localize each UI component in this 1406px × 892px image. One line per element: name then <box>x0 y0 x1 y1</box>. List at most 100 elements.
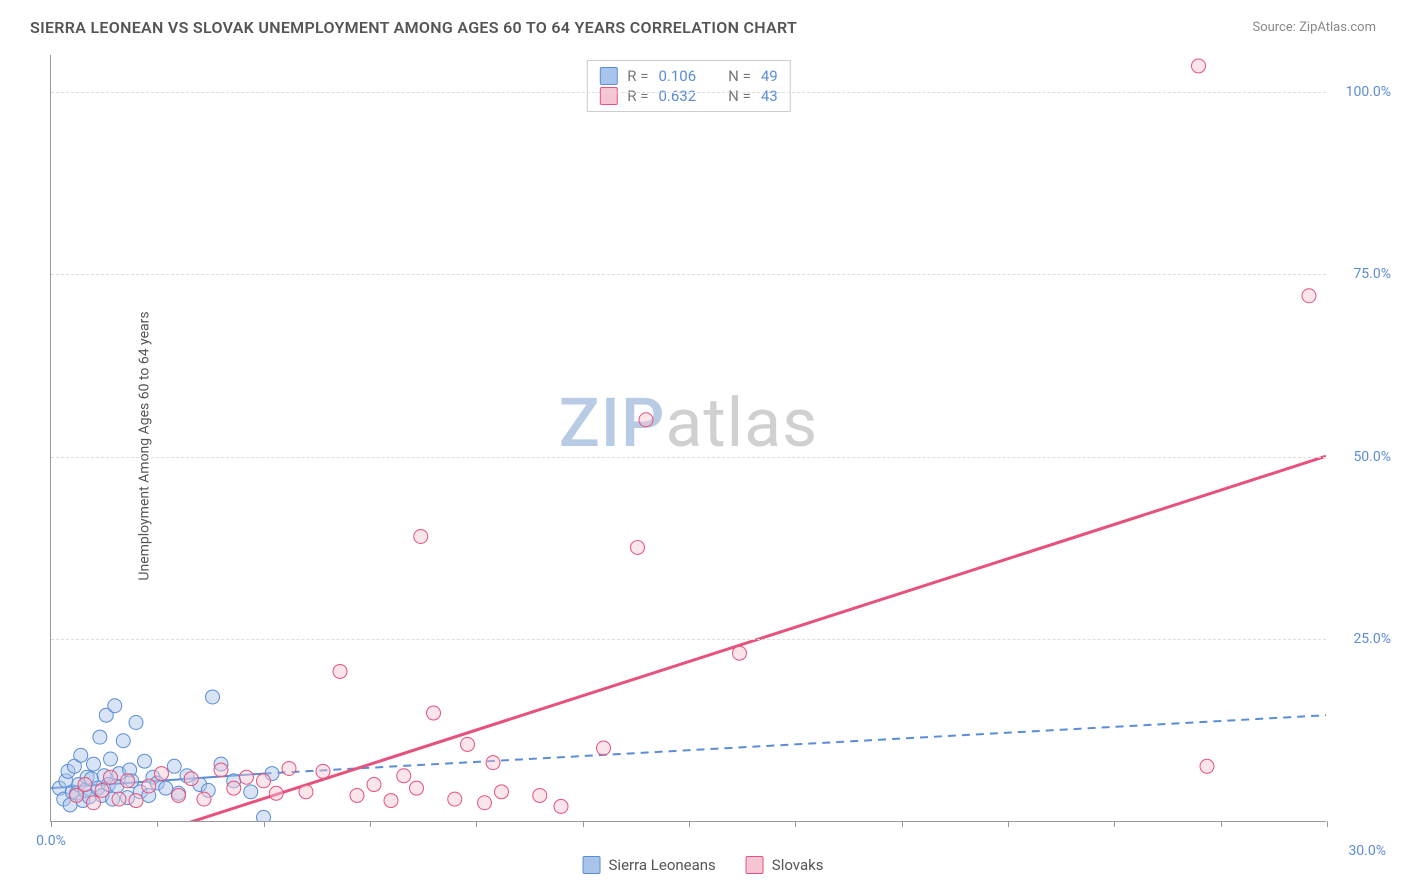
y-tick-label: 25.0% <box>1353 631 1391 647</box>
data-point <box>554 799 568 813</box>
y-tick-label: 75.0% <box>1353 266 1391 282</box>
x-tick <box>583 821 584 827</box>
legend-swatch <box>746 856 764 874</box>
source-attribution: Source: ZipAtlas.com <box>1252 20 1376 35</box>
chart-title: SIERRA LEONEAN VS SLOVAK UNEMPLOYMENT AM… <box>30 18 797 37</box>
x-tick <box>1008 821 1009 827</box>
r-label: R = <box>627 87 648 105</box>
data-point <box>367 778 381 792</box>
gridline <box>51 92 1326 93</box>
r-value: 0.632 <box>658 87 696 105</box>
y-tick-label: 100.0% <box>1346 84 1391 100</box>
data-point <box>129 716 143 730</box>
data-point <box>240 770 254 784</box>
x-tick <box>689 821 690 827</box>
n-label: N = <box>728 87 751 105</box>
x-tick <box>1114 821 1115 827</box>
data-point <box>159 781 173 795</box>
r-label: R = <box>627 67 648 85</box>
r-value: 0.106 <box>658 67 696 85</box>
data-point <box>155 767 169 781</box>
data-point <box>410 781 424 795</box>
legend-swatch <box>599 67 617 85</box>
gridline <box>51 639 1326 640</box>
plot-area: ZIPatlas R = 0.106 N = 49 R = 0.632 N = … <box>50 55 1326 822</box>
data-point <box>495 785 509 799</box>
data-point <box>631 540 645 554</box>
x-tick <box>476 821 477 827</box>
data-point <box>333 664 347 678</box>
legend-swatch <box>599 87 617 105</box>
gridline <box>51 274 1326 275</box>
data-point <box>74 748 88 762</box>
data-point <box>257 774 271 788</box>
data-point <box>93 730 107 744</box>
data-point <box>116 734 130 748</box>
data-point <box>87 796 101 810</box>
data-point <box>316 764 330 778</box>
gridline <box>51 457 1326 458</box>
data-point <box>448 792 462 806</box>
data-point <box>87 757 101 771</box>
data-point <box>78 778 92 792</box>
n-label: N = <box>728 67 751 85</box>
data-point <box>299 785 313 799</box>
data-point <box>414 529 428 543</box>
data-point <box>227 781 241 795</box>
series-legend-label: Slovaks <box>772 856 824 874</box>
x-tick <box>157 821 158 827</box>
x-tick <box>264 821 265 827</box>
correlation-legend-row: R = 0.632 N = 43 <box>599 86 777 106</box>
data-point <box>206 690 220 704</box>
data-point <box>112 792 126 806</box>
series-legend-item: Slovaks <box>746 856 824 874</box>
x-tick <box>51 821 52 827</box>
data-point <box>167 759 181 773</box>
data-point <box>108 699 122 713</box>
data-point <box>197 792 211 806</box>
x-tick <box>1221 821 1222 827</box>
series-legend-label: Sierra Leoneans <box>609 856 716 874</box>
n-value: 49 <box>761 67 778 85</box>
data-point <box>184 772 198 786</box>
data-point <box>384 794 398 808</box>
data-point <box>282 761 296 775</box>
x-tick <box>795 821 796 827</box>
chart-svg <box>51 55 1326 821</box>
data-point <box>533 788 547 802</box>
data-point <box>461 737 475 751</box>
data-point <box>350 788 364 802</box>
series-legend-item: Sierra Leoneans <box>583 856 716 874</box>
x-tick-label: 0.0% <box>36 833 66 849</box>
data-point <box>214 763 228 777</box>
correlation-legend: R = 0.106 N = 49 R = 0.632 N = 43 <box>586 60 790 112</box>
data-point <box>104 752 118 766</box>
data-point <box>427 706 441 720</box>
data-point <box>1302 289 1316 303</box>
y-tick-label: 50.0% <box>1353 449 1391 465</box>
data-point <box>142 779 156 793</box>
trend-line-dashed <box>264 715 1327 773</box>
data-point <box>95 783 109 797</box>
data-point <box>129 794 143 808</box>
data-point <box>1200 759 1214 773</box>
x-tick <box>370 821 371 827</box>
data-point <box>244 785 258 799</box>
series-legend: Sierra Leoneans Slovaks <box>583 856 824 874</box>
data-point <box>478 796 492 810</box>
x-tick <box>902 821 903 827</box>
data-point <box>269 786 283 800</box>
data-point <box>1192 59 1206 73</box>
data-point <box>733 646 747 660</box>
data-point <box>597 741 611 755</box>
legend-swatch <box>583 856 601 874</box>
correlation-legend-row: R = 0.106 N = 49 <box>599 66 777 86</box>
data-point <box>172 788 186 802</box>
data-point <box>486 756 500 770</box>
data-point <box>138 754 152 768</box>
data-point <box>639 413 653 427</box>
n-value: 43 <box>761 87 778 105</box>
x-tick-label: 30.0% <box>1348 843 1386 859</box>
data-point <box>257 810 271 821</box>
data-point <box>121 774 135 788</box>
